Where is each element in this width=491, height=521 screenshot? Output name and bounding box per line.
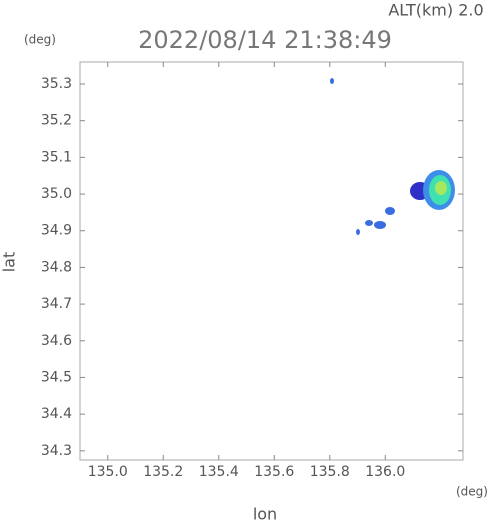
y-axis-label: lat bbox=[0, 252, 19, 273]
echo bbox=[365, 220, 373, 226]
y-tick-label: 34.9 bbox=[41, 223, 72, 239]
x-tick-label: 135.4 bbox=[199, 464, 239, 480]
echo bbox=[356, 229, 360, 235]
x-axis-label: lon bbox=[253, 505, 277, 521]
y-tick-label: 34.8 bbox=[41, 259, 72, 275]
x-tick-label: 135.8 bbox=[310, 464, 350, 480]
chart-title: 2022/08/14 21:38:49 bbox=[138, 26, 392, 54]
y-tick-label: 35.0 bbox=[41, 186, 72, 202]
altitude-label: ALT(km) 2.0 bbox=[388, 1, 483, 20]
x-tick-label: 136.0 bbox=[365, 464, 405, 480]
y-tick-label: 34.4 bbox=[41, 406, 72, 422]
y-tick-label: 35.1 bbox=[41, 149, 72, 165]
y-unit: (deg) bbox=[24, 33, 56, 47]
y-tick-label: 34.6 bbox=[41, 333, 72, 349]
y-tick-label: 34.3 bbox=[41, 443, 72, 459]
echo bbox=[374, 221, 386, 229]
y-tick-label: 34.7 bbox=[41, 296, 72, 312]
echo bbox=[435, 181, 447, 195]
y-tick-label: 34.5 bbox=[41, 369, 72, 385]
x-tick-label: 135.6 bbox=[254, 464, 294, 480]
y-tick-label: 35.3 bbox=[41, 76, 72, 92]
y-tick-label: 35.2 bbox=[41, 113, 72, 129]
plot-frame bbox=[79, 61, 464, 461]
echo bbox=[330, 78, 334, 84]
radar-echoes bbox=[330, 78, 455, 235]
x-tick-label: 135.2 bbox=[143, 464, 183, 480]
echo bbox=[385, 207, 395, 215]
x-unit: (deg) bbox=[456, 485, 488, 499]
x-tick-label: 135.0 bbox=[88, 464, 128, 480]
